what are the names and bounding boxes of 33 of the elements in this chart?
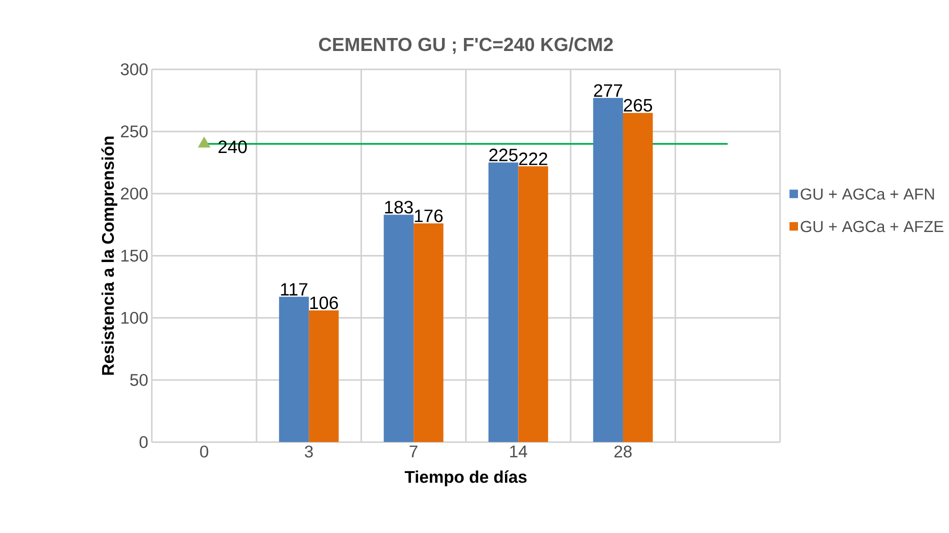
data-label: 117 [281, 283, 308, 296]
x-tick-label: 14 [510, 446, 528, 458]
bar [279, 296, 309, 442]
x-tick-label: 7 [410, 446, 418, 458]
bar [308, 310, 339, 442]
data-label: 183 [385, 200, 413, 214]
legend-label: GU + AGCa + AFZE [800, 221, 944, 232]
y-tick-label: 100 [121, 312, 148, 324]
y-tick-label: 300 [120, 63, 148, 76]
chart-title: CEMENTO GU ; F'C=240 KG/CM2 [319, 37, 613, 54]
bar [593, 98, 623, 442]
bar [488, 162, 518, 442]
bar [384, 214, 414, 442]
data-label: 225 [489, 148, 518, 162]
data-label: 222 [519, 152, 548, 166]
y-tick-label: 150 [121, 250, 148, 262]
bar [622, 112, 653, 442]
x-tick-label: 28 [614, 446, 632, 458]
x-tick-label: 3 [304, 446, 313, 458]
data-label: 277 [594, 84, 622, 97]
y-tick-label: 250 [120, 126, 148, 138]
bar [518, 166, 548, 442]
y-tick-label: 200 [120, 188, 148, 200]
data-label: 265 [624, 99, 652, 112]
y-axis-title: Resistencia a la Comprensión [101, 136, 118, 375]
x-axis-title: Tiempo de días [404, 470, 527, 486]
y-tick-label: 0 [140, 436, 148, 448]
bar [414, 224, 444, 442]
data-label: 176 [414, 210, 443, 222]
data-label: 106 [310, 296, 338, 310]
x-tick-label: 0 [200, 446, 208, 458]
y-tick-label: 50 [130, 374, 148, 386]
legend-label: GU + AGCa + AFN [800, 188, 934, 200]
